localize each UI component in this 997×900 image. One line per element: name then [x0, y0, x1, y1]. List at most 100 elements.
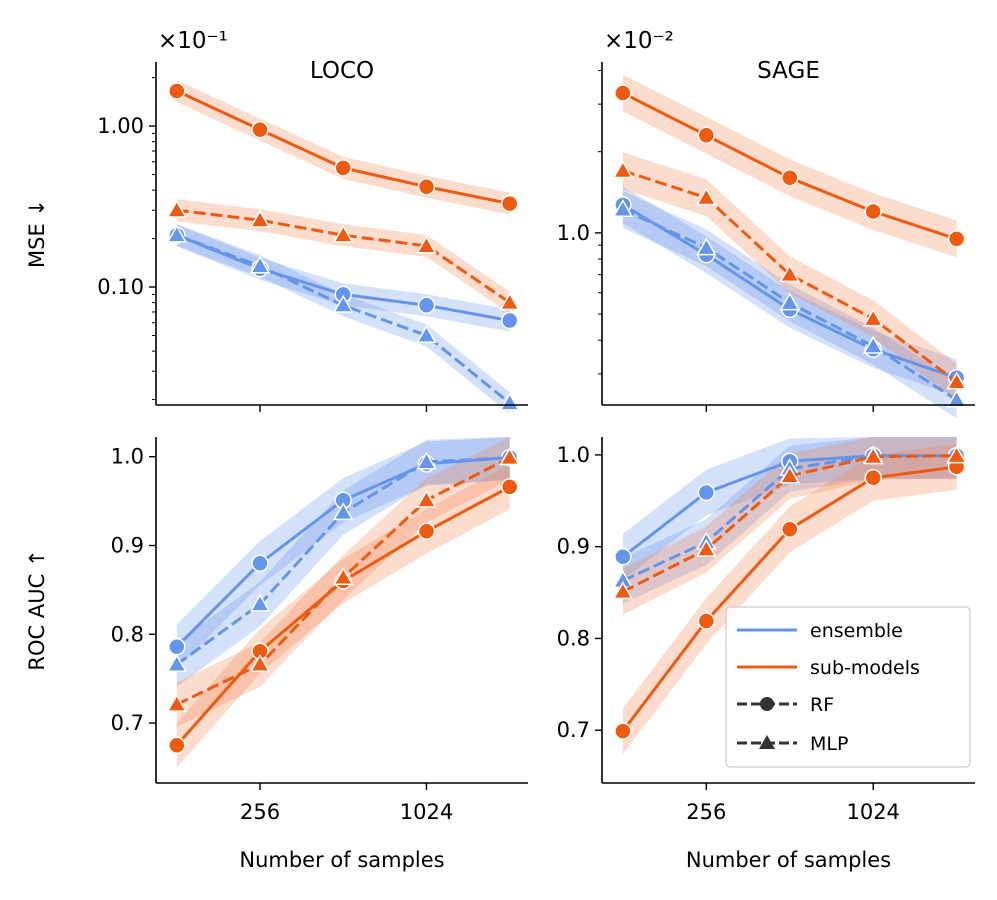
- point-sub-models-mlp: [696, 538, 717, 557]
- point-sub-models-rf: [864, 469, 882, 487]
- y-scale-multiplier: ×10⁻¹: [158, 28, 228, 54]
- point-sub-models-mlp: [612, 581, 634, 600]
- point-sub-models-mlp: [779, 465, 801, 484]
- legend-frame: [725, 606, 971, 768]
- line-ensemble-mlp: [622, 454, 957, 582]
- point-ensemble-mlp: [416, 451, 437, 470]
- y-tick-label: 1.0: [557, 221, 590, 245]
- point-ensemble-rf: [697, 483, 716, 502]
- point-ensemble-rf: [417, 296, 436, 315]
- band-sub-models-rf: [622, 443, 957, 755]
- point-ensemble-mlp: [612, 199, 634, 218]
- line-sub-models-mlp: [176, 208, 511, 304]
- y-tick-label: 1.0: [111, 445, 144, 469]
- band-sub-models-rf: [176, 464, 510, 768]
- legend-ensemble-label: ensemble: [810, 620, 903, 642]
- band-sub-models-mlp: [622, 437, 957, 615]
- legend-mlp-marker: [759, 735, 775, 749]
- point-sub-models-mlp: [416, 235, 437, 254]
- legend-rf-label: RF: [810, 694, 834, 716]
- point-sub-models-rf: [697, 612, 716, 630]
- y-axis-label: MSE ↓: [25, 199, 49, 268]
- point-sub-models-rf: [697, 126, 716, 145]
- point-ensemble-mlp: [332, 294, 354, 313]
- y-tick-label: 0.10: [97, 275, 144, 299]
- point-sub-models-rf: [417, 522, 436, 541]
- point-sub-models-mlp: [249, 653, 271, 672]
- panel-loco-mse: 0.10 1.00 LOCO ×10⁻¹ MSE ↓: [25, 28, 528, 415]
- y-tick-label: 0.9: [557, 535, 590, 559]
- point-sub-models-mlp: [612, 160, 634, 179]
- point-sub-models-mlp: [946, 445, 967, 464]
- point-sub-models-mlp: [499, 447, 520, 466]
- legend: ensemble sub-models RF MLP: [725, 606, 971, 768]
- point-sub-models-mlp: [332, 566, 354, 585]
- panel-sage-auc: 256 1024 Number of samples 0.7 0.8 0.9 1.0: [557, 437, 975, 872]
- y-tick-label: 0.8: [111, 622, 144, 646]
- panel-sage-mse: 1.0 SAGE ×10⁻²: [557, 28, 975, 419]
- y-scale-multiplier: ×10⁻²: [604, 28, 674, 54]
- point-sub-models-mlp: [332, 224, 354, 243]
- point-ensemble-mlp: [249, 593, 271, 612]
- point-sub-models-rf: [168, 82, 186, 100]
- panel-title: LOCO: [310, 58, 374, 84]
- point-sub-models-rf: [947, 230, 966, 248]
- point-sub-models-rf: [500, 194, 519, 213]
- y-tick-label: 1.00: [97, 114, 144, 138]
- x-tick-label: 1024: [400, 800, 453, 824]
- point-sub-models-mlp: [696, 187, 717, 206]
- point-sub-models-mlp: [862, 308, 884, 327]
- point-sub-models-rf: [417, 177, 436, 196]
- point-sub-models-rf: [334, 159, 352, 177]
- x-tick-label: 256: [686, 800, 726, 824]
- y-tick-label: 0.8: [557, 626, 590, 650]
- legend-submodels-label: sub-models: [810, 657, 920, 679]
- point-sub-models-rf: [781, 169, 799, 187]
- point-sub-models-rf: [251, 120, 269, 139]
- y-tick-label: 1.0: [557, 443, 590, 467]
- band-ensemble-mlp: [176, 437, 510, 687]
- y-tick-label: 0.7: [111, 711, 144, 735]
- point-sub-models-mlp: [166, 199, 188, 218]
- point-sub-models-mlp: [862, 446, 884, 465]
- point-sub-models-mlp: [166, 693, 188, 712]
- band-sub-models-mlp: [176, 199, 510, 314]
- x-axis-label: Number of samples: [686, 848, 891, 872]
- point-sub-models-rf: [614, 722, 632, 740]
- point-ensemble-rf: [168, 637, 186, 656]
- legend-mlp-label: MLP: [810, 733, 848, 755]
- point-ensemble-mlp: [946, 389, 967, 408]
- legend-rf-marker: [760, 697, 774, 711]
- point-sub-models-rf: [864, 202, 882, 221]
- point-ensemble-mlp: [166, 653, 188, 672]
- x-tick-label: 256: [240, 800, 280, 824]
- point-ensemble-mlp: [499, 392, 520, 411]
- point-sub-models-mlp: [249, 209, 271, 228]
- y-tick-label: 0.7: [557, 718, 590, 742]
- point-sub-models-mlp: [946, 371, 967, 390]
- point-sub-models-rf: [500, 478, 519, 496]
- point-ensemble-mlp: [249, 255, 271, 274]
- point-ensemble-mlp: [332, 502, 354, 521]
- panel-title: SAGE: [757, 58, 820, 84]
- point-sub-models-mlp: [416, 489, 437, 508]
- point-ensemble-rf: [500, 311, 519, 330]
- y-axis-label: ROC AUC ↑: [25, 549, 49, 670]
- line-sub-models-mlp: [622, 169, 958, 384]
- panel-loco-auc: 256 1024 Number of samples 0.7 0.8 0.9 1.0 ROC …: [25, 437, 528, 872]
- x-axis-label: Number of samples: [239, 848, 444, 872]
- point-ensemble-mlp: [166, 224, 188, 243]
- point-sub-models-rf: [781, 520, 799, 538]
- point-sub-models-mlp: [779, 264, 801, 283]
- point-ensemble-mlp: [862, 335, 884, 354]
- point-ensemble-mlp: [779, 292, 801, 311]
- point-sub-models-mlp: [499, 292, 520, 311]
- point-ensemble-rf: [614, 548, 632, 566]
- x-tick-label: 1024: [846, 800, 899, 824]
- point-ensemble-rf: [251, 554, 269, 573]
- y-tick-label: 0.9: [111, 533, 144, 557]
- point-ensemble-mlp: [416, 324, 437, 343]
- point-sub-models-rf: [614, 84, 632, 102]
- point-ensemble-mlp: [696, 237, 717, 256]
